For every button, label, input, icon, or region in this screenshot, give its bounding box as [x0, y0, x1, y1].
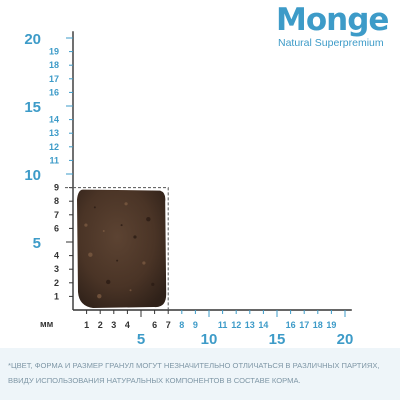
x-major-label: 15: [269, 331, 286, 345]
kibble-texture: [106, 279, 111, 285]
y-tick-label: 12: [49, 142, 59, 152]
y-tick-label: 8: [54, 196, 59, 206]
y-tick-label: 11: [49, 155, 59, 165]
kibble-texture: [146, 217, 151, 222]
kibble-texture: [133, 235, 137, 239]
y-tick-label: 1: [54, 291, 59, 301]
x-tick-label: 17: [299, 320, 309, 330]
x-tick-label: 11: [218, 320, 228, 330]
x-tick-label: 3: [111, 320, 116, 330]
ruler-labels: 1 2 3 4 6 7 8 9 11 12 13 14 16 17 18 195 10 15 20123467891…: [24, 31, 353, 345]
y-tick-label: 17: [49, 74, 59, 84]
kibble-texture: [102, 230, 105, 233]
kibble-texture: [88, 252, 93, 257]
brand-tagline: Natural Superpremium: [278, 37, 384, 49]
disclaimer-line-1: *Цвет, форма и размер гранул могут незна…: [8, 361, 380, 370]
kibble-texture: [116, 259, 119, 262]
y-tick-label: 4: [54, 251, 59, 261]
y-tick-label: 18: [49, 60, 59, 70]
x-tick-label: 7: [166, 320, 171, 330]
disclaimer-line-2: ввиду использования натуральных компонен…: [8, 376, 301, 385]
x-tick-label: 1: [84, 320, 89, 330]
kibble-illustration: [65, 187, 169, 310]
brand-name: Monge: [276, 2, 389, 38]
x-tick-label: 8: [179, 320, 184, 330]
unit-label: мм: [40, 319, 54, 329]
size-ruler: 1 2 3 4 6 7 8 9 11 12 13 14 16 17 18 195 10 15 20123467891…: [24, 31, 353, 345]
kibble-shape: [77, 189, 167, 308]
kibble-texture: [129, 289, 132, 292]
x-tick-label: 13: [245, 320, 255, 330]
x-tick-label: 6: [152, 320, 157, 330]
x-major-label: 10: [201, 331, 218, 345]
disclaimer-note: *Цвет, форма и размер гранул могут незна…: [0, 348, 400, 400]
x-major-label: 5: [137, 331, 145, 345]
y-tick-label: 6: [54, 223, 59, 233]
x-tick-label: 18: [313, 320, 323, 330]
kibble-texture: [84, 223, 88, 227]
kibble-texture: [124, 202, 128, 206]
y-major-label: 20: [24, 31, 41, 48]
y-tick-label: 3: [54, 264, 59, 274]
ruler-ticks: [66, 31, 352, 317]
y-major-label: 5: [33, 235, 41, 252]
y-tick-label: 9: [54, 183, 59, 193]
x-tick-label: 9: [193, 320, 198, 330]
x-tick-label: 12: [231, 320, 241, 330]
y-tick-label: 2: [54, 278, 59, 288]
y-tick-label: 14: [49, 115, 59, 125]
y-tick-label: 19: [49, 47, 59, 57]
x-major-label: 20: [337, 331, 354, 345]
x-tick-label: 19: [326, 320, 336, 330]
kibble-texture: [142, 261, 146, 265]
kibble-texture: [93, 206, 96, 209]
kibble-texture: [97, 293, 102, 299]
y-tick-label: 16: [49, 87, 59, 97]
x-tick-label: 14: [258, 320, 268, 330]
kibble-size-outline: [73, 187, 169, 310]
x-tick-label: 4: [125, 320, 130, 330]
y-tick-label: 13: [49, 128, 59, 138]
kibble-texture: [120, 224, 123, 227]
kibble-texture: [151, 282, 155, 286]
y-major-label: 15: [24, 99, 41, 116]
x-tick-label: 16: [286, 320, 296, 330]
y-major-label: 10: [24, 167, 41, 184]
x-tick-label: 2: [98, 320, 103, 330]
y-tick-label: 7: [54, 210, 59, 220]
brand-logo: Monge Natural Superpremium: [272, 2, 392, 52]
